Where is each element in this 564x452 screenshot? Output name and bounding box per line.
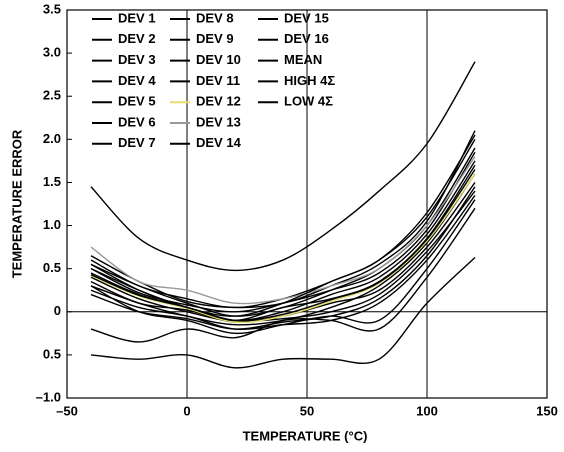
legend-label: DEV 3 [118, 52, 156, 67]
series-line [90, 207, 476, 343]
legend-label: DEV 4 [118, 73, 156, 88]
legend-label: LOW 4Σ [284, 94, 333, 109]
series-line [90, 199, 476, 335]
x-tick-label: –50 [56, 403, 78, 418]
x-tick-label: 100 [416, 403, 438, 418]
x-tick-label: 50 [300, 403, 314, 418]
series-line [90, 169, 476, 322]
series-line [90, 134, 476, 317]
series-line [90, 151, 476, 313]
series-line [90, 61, 476, 272]
y-tick-label: –1.0 [36, 389, 61, 404]
y-tick-label: 3.0 [43, 45, 61, 60]
legend-label: MEAN [284, 52, 322, 67]
plot-frame [66, 9, 548, 399]
y-tick-label: 1.5 [43, 174, 61, 189]
legend-label: DEV 2 [118, 31, 156, 46]
y-tick-label: 0.5 [43, 346, 61, 361]
y-tick-label: 2.0 [43, 131, 61, 146]
y-tick-label: 1.0 [43, 217, 61, 232]
legend-label: DEV 9 [196, 31, 234, 46]
legend-label: DEV 6 [118, 114, 156, 129]
legend-label: DEV 16 [284, 31, 329, 46]
y-tick-label: 0.5 [43, 260, 61, 275]
x-tick-label: 0 [183, 403, 190, 418]
series-line [90, 256, 476, 369]
legend-label: HIGH 4Σ [284, 73, 335, 88]
legend-label: DEV 13 [196, 114, 241, 129]
series-line [90, 147, 476, 317]
series-line [90, 156, 476, 305]
y-tick-label: 3.5 [43, 1, 61, 16]
legend-label: DEV 14 [196, 135, 242, 150]
legend-label: DEV 10 [196, 52, 241, 67]
legend-label: DEV 1 [118, 10, 156, 25]
series-line [90, 173, 476, 324]
legend-label: DEV 15 [284, 10, 329, 25]
x-axis-title: TEMPERATURE (°C) [243, 428, 368, 443]
y-tick-label: 2.5 [43, 88, 61, 103]
legend-label: DEV 5 [118, 94, 156, 109]
legend-label: DEV 8 [196, 10, 234, 25]
series-line [90, 186, 476, 330]
y-tick-label: 0 [54, 303, 61, 318]
x-tick-label: 150 [536, 403, 558, 418]
legend-label: DEV 12 [196, 94, 241, 109]
legend-label: DEV 7 [118, 135, 156, 150]
legend-label: DEV 11 [196, 73, 240, 88]
y-axis-title: TEMPERATURE ERROR [9, 129, 24, 278]
